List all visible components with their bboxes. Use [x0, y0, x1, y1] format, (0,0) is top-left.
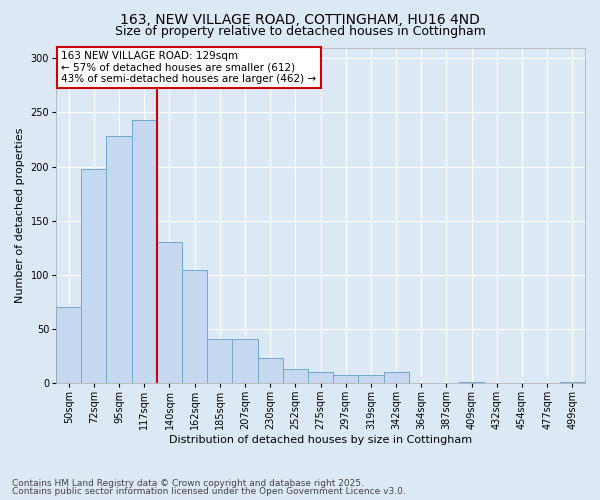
Bar [358, 376, 383, 383]
Bar [82, 168, 106, 383]
Text: Contains HM Land Registry data © Crown copyright and database right 2025.: Contains HM Land Registry data © Crown c… [12, 478, 364, 488]
Text: 163 NEW VILLAGE ROAD: 129sqm
← 57% of detached houses are smaller (612)
43% of s: 163 NEW VILLAGE ROAD: 129sqm ← 57% of de… [61, 51, 317, 84]
Bar [207, 338, 232, 383]
Bar [232, 338, 257, 383]
Bar [383, 372, 409, 383]
Bar [182, 270, 207, 383]
Text: Size of property relative to detached houses in Cottingham: Size of property relative to detached ho… [115, 25, 485, 38]
Bar [157, 242, 182, 383]
Bar [106, 136, 131, 383]
Bar [333, 376, 358, 383]
Bar [257, 358, 283, 383]
Bar [560, 382, 585, 383]
Text: 163, NEW VILLAGE ROAD, COTTINGHAM, HU16 4ND: 163, NEW VILLAGE ROAD, COTTINGHAM, HU16 … [120, 12, 480, 26]
Bar [131, 120, 157, 383]
Bar [56, 307, 82, 383]
Bar [283, 369, 308, 383]
Bar [308, 372, 333, 383]
Text: Contains public sector information licensed under the Open Government Licence v3: Contains public sector information licen… [12, 487, 406, 496]
X-axis label: Distribution of detached houses by size in Cottingham: Distribution of detached houses by size … [169, 435, 472, 445]
Y-axis label: Number of detached properties: Number of detached properties [15, 128, 25, 303]
Bar [459, 382, 484, 383]
